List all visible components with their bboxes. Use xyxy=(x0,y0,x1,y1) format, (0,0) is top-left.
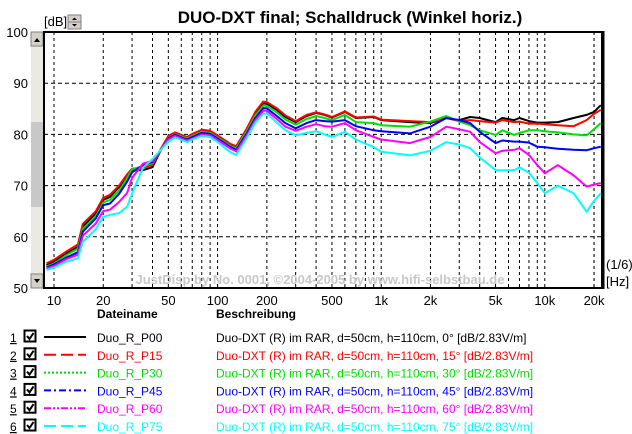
x-tick-label: 200 xyxy=(256,293,278,308)
legend-file-name: Duo_R_P45 xyxy=(97,384,163,398)
y-unit-label: [dB] xyxy=(44,14,67,29)
legend-file-name: Duo_R_P15 xyxy=(97,349,163,363)
y-tick-label: 60 xyxy=(14,230,28,245)
x-tick-labels: 10 20 50 100 200 500 1k 2k 5k 10k 20k xyxy=(47,293,605,308)
y-tick-label: 70 xyxy=(14,179,28,194)
spin-up-icon[interactable] xyxy=(72,17,77,21)
legend-row-number: 4 xyxy=(10,384,17,398)
legend-row-number: 2 xyxy=(10,349,17,363)
x-tick-label: 100 xyxy=(207,293,229,308)
x-tick-label: 5k xyxy=(489,293,503,308)
checkmark-icon xyxy=(26,421,35,430)
y-tick-label: 50 xyxy=(14,281,28,296)
legend-checkbox[interactable] xyxy=(23,347,37,361)
x-tick-label: 20k xyxy=(584,293,605,308)
legend-row: 2 Duo_R_P15 Duo-DXT (R) im RAR, d=50cm, h=… xyxy=(10,347,533,363)
legend-description: Duo-DXT (R) im RAR, d=50cm, h=110cm, 45°… xyxy=(216,384,533,398)
legend-header-desc: Beschreibung xyxy=(216,307,296,321)
y-unit-spinner[interactable] xyxy=(67,14,82,30)
checkbox-box xyxy=(23,329,37,343)
x-unit-label: [Hz] xyxy=(606,274,629,289)
x-tick-label: 10 xyxy=(47,293,61,308)
legend-row-number: 1 xyxy=(10,331,17,345)
y-tick-label: 100 xyxy=(6,25,28,40)
smoothing-label: (1/6) xyxy=(606,257,632,272)
checkmark-icon xyxy=(26,368,35,377)
checkbox-box xyxy=(23,382,37,396)
checkbox-box xyxy=(23,400,37,414)
x-tick-label: 10k xyxy=(534,293,555,308)
legend-description: Duo-DXT (R) im RAR, d=50cm, h=110cm, 30°… xyxy=(216,367,533,381)
legend-checkbox[interactable] xyxy=(23,382,37,396)
legend-checkbox[interactable] xyxy=(23,329,37,343)
legend-row-number: 3 xyxy=(10,367,17,381)
arrow-up-icon xyxy=(34,38,40,42)
legend-row: 6 Duo_R_P75 Duo-DXT (R) im RAR, d=50cm, h=… xyxy=(10,418,533,434)
legend-row-number: 5 xyxy=(10,402,17,416)
checkbox-box xyxy=(23,347,37,361)
x-tick-label: 500 xyxy=(321,293,343,308)
legend-description: Duo-DXT (R) im RAR, d=50cm, h=110cm, 15°… xyxy=(216,349,533,363)
legend-row: 3 Duo_R_P30 Duo-DXT (R) im RAR, d=50cm, h=… xyxy=(10,365,533,381)
legend-file-name: Duo_R_P30 xyxy=(97,367,163,381)
watermark: JustDisp by No. 0001, ©2004-2005 by www.… xyxy=(136,272,505,287)
arrow-down-icon xyxy=(34,279,40,283)
legend-row: 1 Duo_R_P00 Duo-DXT (R) im RAR, d=50cm, h=… xyxy=(10,329,526,345)
y-tick-label: 90 xyxy=(14,76,28,91)
chart-title: DUO-DXT final; Schalldruck (Winkel horiz… xyxy=(178,8,523,27)
spin-down-icon[interactable] xyxy=(72,24,77,27)
checkmark-icon xyxy=(26,385,35,395)
plot-border xyxy=(43,31,603,289)
legend-checkbox[interactable] xyxy=(23,365,37,379)
legend: 1 Duo_R_P00 Duo-DXT (R) im RAR, d=50cm, h=… xyxy=(10,329,533,434)
legend-description: Duo-DXT (R) im RAR, d=50cm, h=110cm, 0° … xyxy=(216,331,526,345)
x-tick-label: 2k xyxy=(424,293,438,308)
scroll-thumb[interactable] xyxy=(31,122,43,207)
legend-file-name: Duo_R_P75 xyxy=(97,420,163,434)
x-tick-label: 20 xyxy=(96,293,110,308)
y-tick-labels: 100 90 80 70 60 50 xyxy=(6,25,28,296)
legend-description: Duo-DXT (R) im RAR, d=50cm, h=110cm, 75°… xyxy=(216,420,533,434)
y-tick-label: 80 xyxy=(14,127,28,142)
vertical-scrollbar[interactable] xyxy=(30,31,44,289)
legend-row-number: 6 xyxy=(10,420,17,434)
legend-description: Duo-DXT (R) im RAR, d=50cm, h=110cm, 60°… xyxy=(216,402,533,416)
checkmark-icon xyxy=(26,332,35,341)
legend-file-name: Duo_R_P00 xyxy=(97,331,163,345)
series-line-duo-r-p60 xyxy=(46,109,602,270)
legend-file-name: Duo_R_P60 xyxy=(97,402,163,416)
series-line-duo-r-p30 xyxy=(46,104,602,268)
series-line-duo-r-p45 xyxy=(46,107,602,269)
checkmark-icon xyxy=(26,403,35,412)
legend-checkbox[interactable] xyxy=(23,418,37,432)
checkbox-box xyxy=(23,418,37,432)
grid xyxy=(44,32,602,288)
legend-header-name: Dateiname xyxy=(97,307,158,321)
series-line-duo-r-p15 xyxy=(46,100,602,265)
series-line-duo-r-p75 xyxy=(46,112,602,272)
checkmark-icon xyxy=(26,350,35,359)
x-tick-label: 50 xyxy=(161,293,175,308)
series-lines xyxy=(46,100,602,272)
x-tick-label: 1k xyxy=(374,293,388,308)
legend-row: 5 Duo_R_P60 Duo-DXT (R) im RAR, d=50cm, h=… xyxy=(10,400,533,416)
checkbox-box xyxy=(23,365,37,379)
legend-checkbox[interactable] xyxy=(23,400,37,414)
legend-row: 4 Duo_R_P45 Duo-DXT (R) im RAR, d=50cm, h=… xyxy=(10,382,533,398)
